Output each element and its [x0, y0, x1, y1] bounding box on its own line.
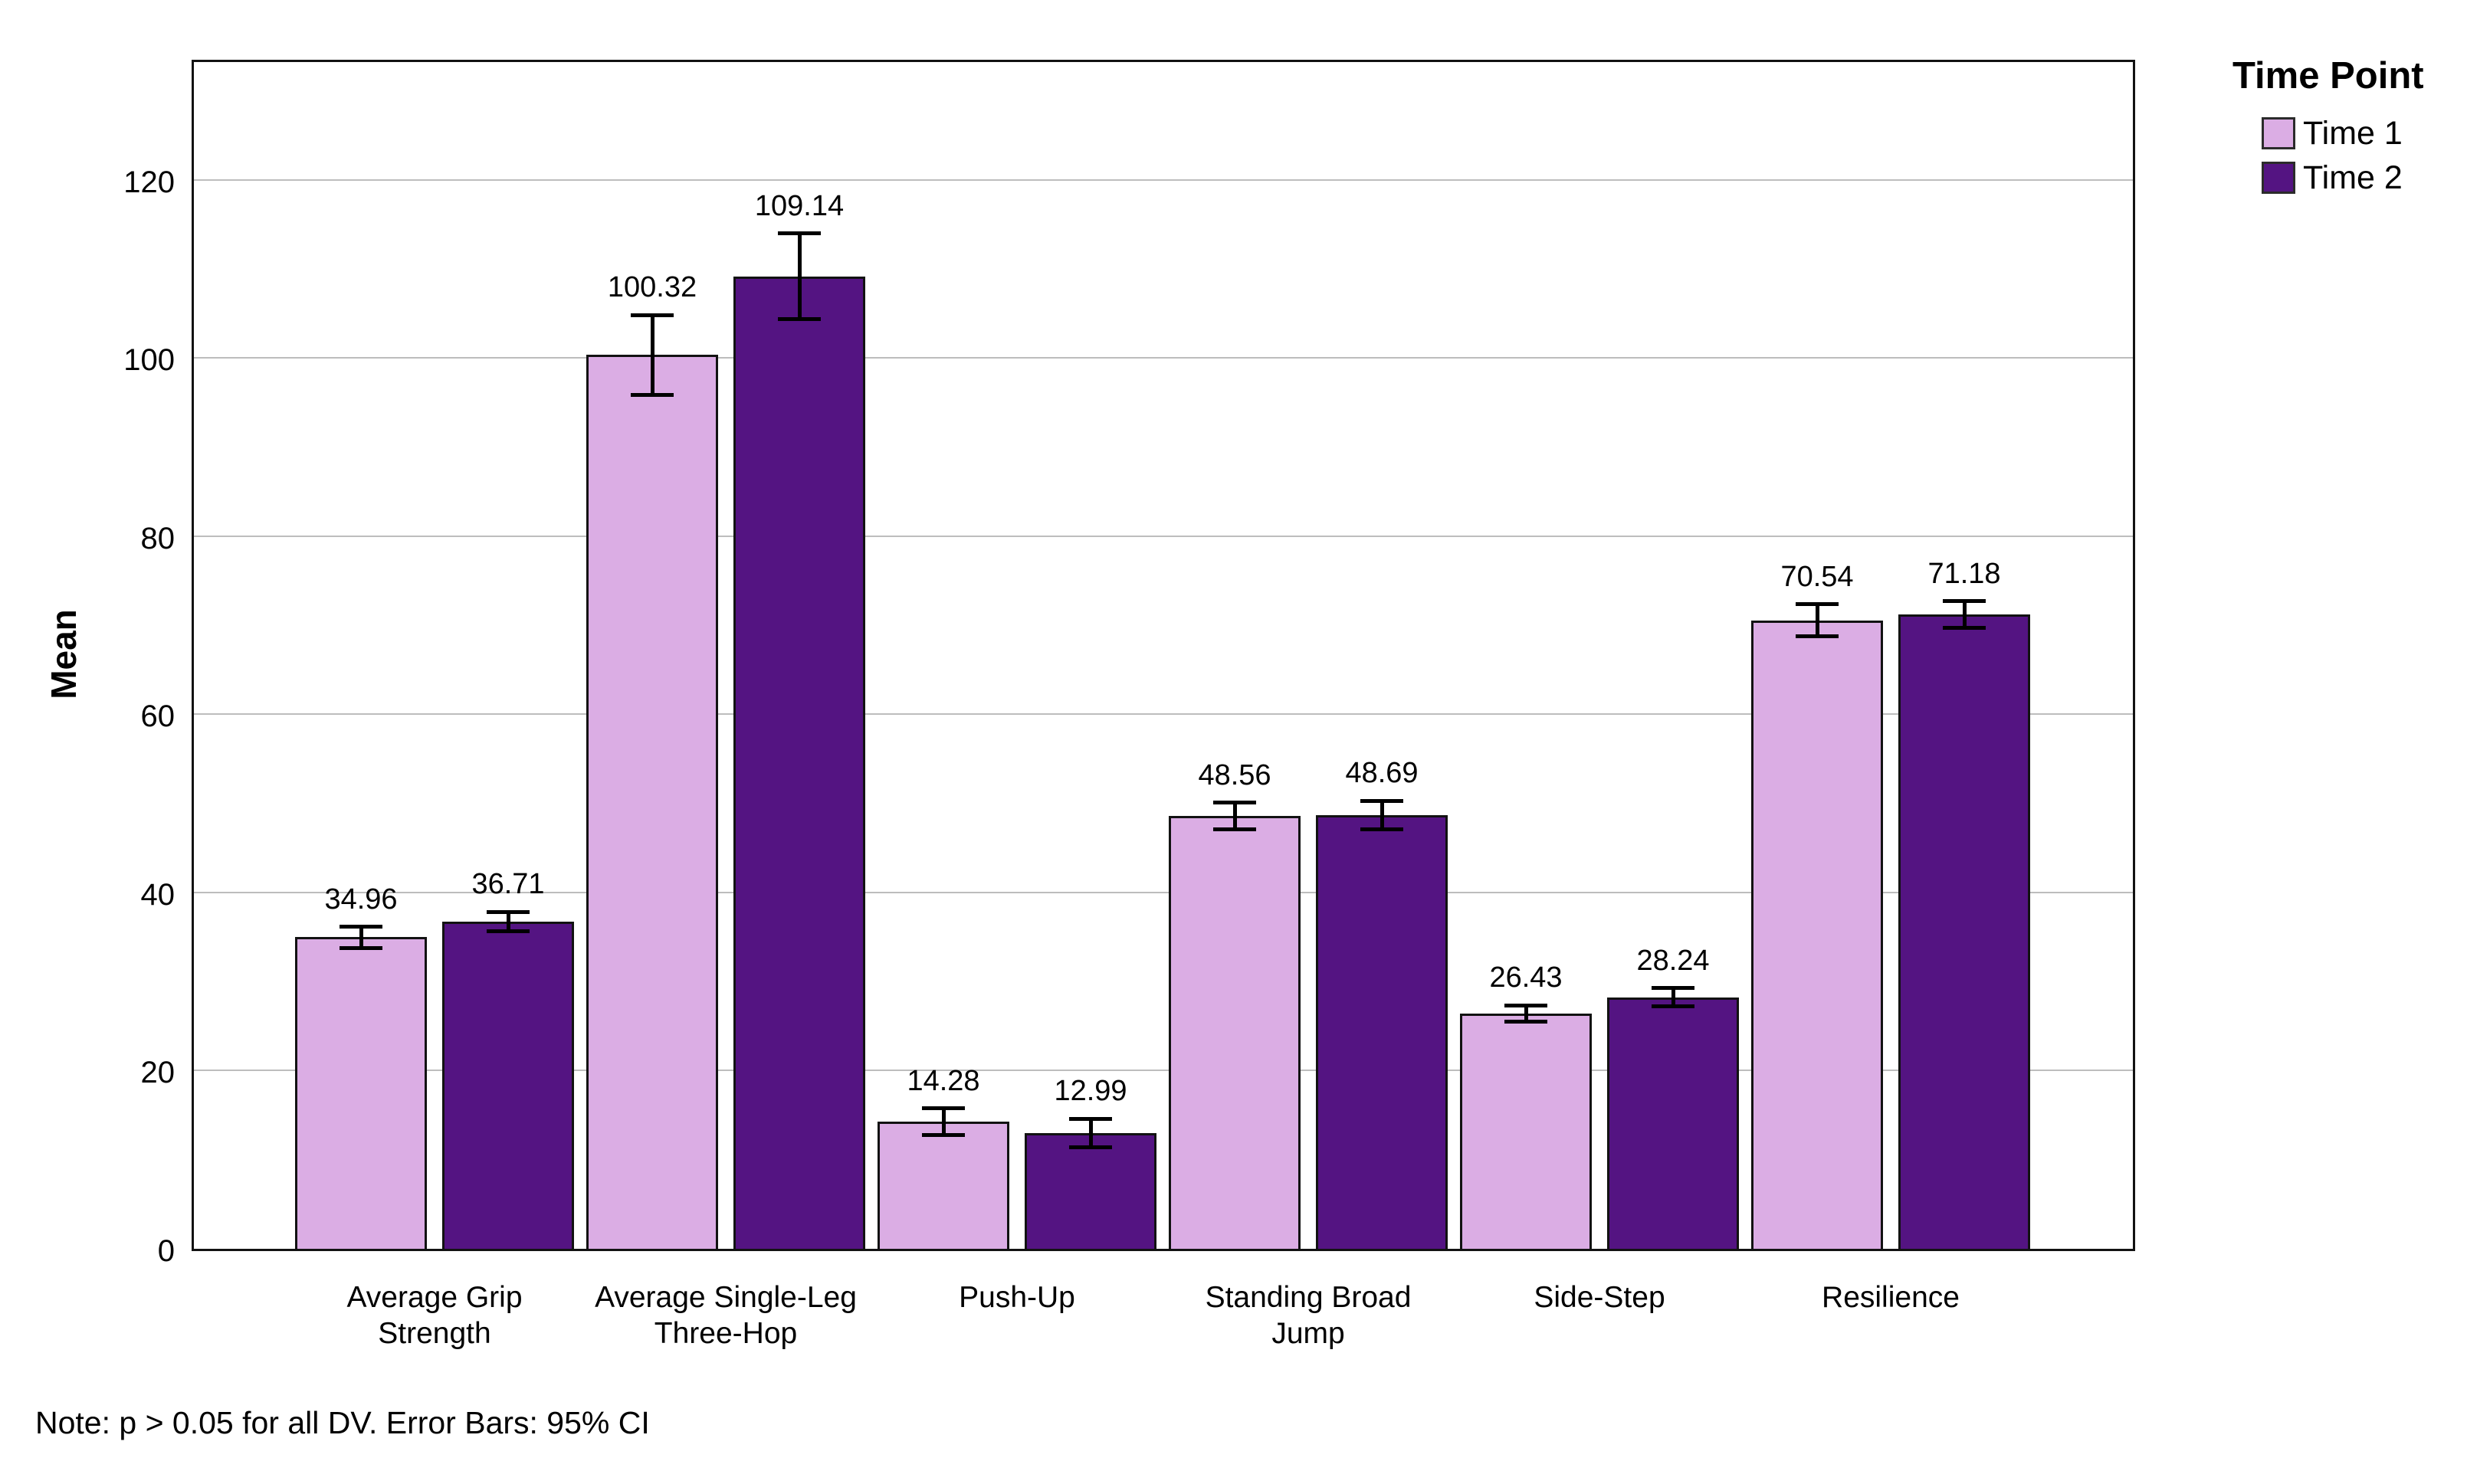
bar-time1	[586, 355, 718, 1249]
bar-time2	[1898, 614, 2030, 1249]
error-bar-cap	[1504, 1019, 1547, 1024]
error-bar-cap	[487, 909, 530, 914]
x-category-label: Resilience	[1822, 1281, 1960, 1314]
error-bar-cap	[922, 1132, 965, 1137]
gridline	[194, 357, 2133, 359]
error-bar-cap	[1213, 827, 1256, 832]
value-label: 12.99	[1054, 1075, 1127, 1108]
error-bar-stem	[359, 926, 363, 948]
legend-title: Time Point	[2232, 55, 2424, 97]
error-bar-stem	[1524, 1005, 1528, 1022]
error-bar-cap	[1069, 1116, 1112, 1121]
x-category-label: Average Grip Strength	[346, 1281, 523, 1350]
bar-time2	[442, 922, 574, 1249]
bar-time1	[1751, 620, 1883, 1249]
error-bar-cap	[1213, 801, 1256, 805]
value-label: 70.54	[1780, 560, 1854, 593]
error-bar-stem	[1962, 601, 1967, 628]
y-tick-label: 60	[140, 699, 176, 734]
error-bar-cap	[487, 929, 530, 934]
error-bar-cap	[1943, 599, 1986, 604]
error-bar-stem	[650, 315, 654, 395]
value-label: 48.56	[1198, 758, 1271, 791]
value-label: 34.96	[324, 883, 398, 916]
error-bar-stem	[1379, 801, 1384, 830]
error-bar-stem	[1232, 802, 1237, 830]
error-bar-stem	[506, 912, 510, 932]
value-label: 109.14	[754, 189, 845, 222]
error-bar-cap	[778, 317, 821, 322]
gridline	[194, 891, 2133, 893]
legend-label: Time 2	[2303, 159, 2403, 196]
error-bar-cap	[922, 1106, 965, 1110]
value-label: 71.18	[1927, 557, 2001, 590]
x-category-label: Side-Step	[1534, 1281, 1665, 1314]
error-bar-cap	[1069, 1145, 1112, 1150]
error-bar-cap	[1796, 602, 1839, 607]
x-category-label: Average Single-Leg Three-Hop	[595, 1281, 857, 1350]
bar-time1	[295, 937, 427, 1249]
error-bar-cap	[1652, 986, 1694, 991]
bar-time2	[1025, 1132, 1156, 1249]
error-bar-stem	[941, 1108, 946, 1135]
y-tick-label: 120	[123, 165, 175, 199]
bar-time1	[878, 1121, 1009, 1249]
error-bar-cap	[1652, 1004, 1694, 1008]
error-bar-cap	[631, 313, 674, 317]
error-bar-cap	[1796, 634, 1839, 639]
legend-label: Time 1	[2303, 115, 2403, 152]
bar-time2	[733, 276, 865, 1249]
value-label: 100.32	[607, 271, 697, 304]
error-bar-cap	[1360, 827, 1403, 831]
legend-swatch	[2262, 162, 2295, 194]
error-bar-cap	[1943, 626, 1986, 631]
bar-time2	[1316, 814, 1448, 1249]
error-bar-stem	[1815, 604, 1819, 637]
error-bar-cap	[1504, 1003, 1547, 1007]
error-bar-cap	[778, 231, 821, 236]
bar-time2	[1607, 997, 1739, 1249]
value-label: 28.24	[1636, 944, 1710, 977]
error-bar-cap	[631, 393, 674, 398]
bar-time1	[1460, 1013, 1592, 1249]
error-bar-stem	[1088, 1119, 1093, 1148]
value-label: 48.69	[1345, 757, 1419, 790]
legend-item: Time 2	[2262, 159, 2424, 196]
error-bar-stem	[1671, 988, 1675, 1007]
legend: Time Point Time 1 Time 2	[2232, 54, 2424, 204]
value-label: 36.71	[471, 868, 545, 901]
bar-time1	[1169, 816, 1301, 1249]
value-label: 26.43	[1489, 961, 1563, 994]
y-tick-label: 20	[140, 1056, 176, 1090]
legend-item: Time 1	[2262, 115, 2424, 152]
chart-note: Note: p > 0.05 for all DV. Error Bars: 9…	[35, 1405, 650, 1440]
error-bar-cap	[1360, 798, 1403, 803]
x-category-label: Push-Up	[959, 1281, 1075, 1314]
x-category-label: Standing Broad Jump	[1205, 1281, 1412, 1350]
error-bar-stem	[797, 234, 802, 319]
gridline	[194, 713, 2133, 716]
plot-area: 34.96 36.71 100.32 109.14 14.28 12.99 48.56 48.…	[192, 60, 2135, 1251]
legend-swatch	[2262, 117, 2295, 149]
y-tick-label: 80	[140, 521, 176, 555]
y-tick-label: 0	[157, 1234, 175, 1268]
gridline	[194, 1070, 2133, 1072]
error-bar-cap	[340, 925, 382, 929]
y-tick-label: 40	[140, 877, 176, 912]
error-bar-cap	[340, 945, 382, 950]
y-tick-label: 100	[123, 343, 175, 378]
value-label: 14.28	[907, 1064, 980, 1097]
gridline	[194, 179, 2133, 181]
gridline	[194, 535, 2133, 537]
